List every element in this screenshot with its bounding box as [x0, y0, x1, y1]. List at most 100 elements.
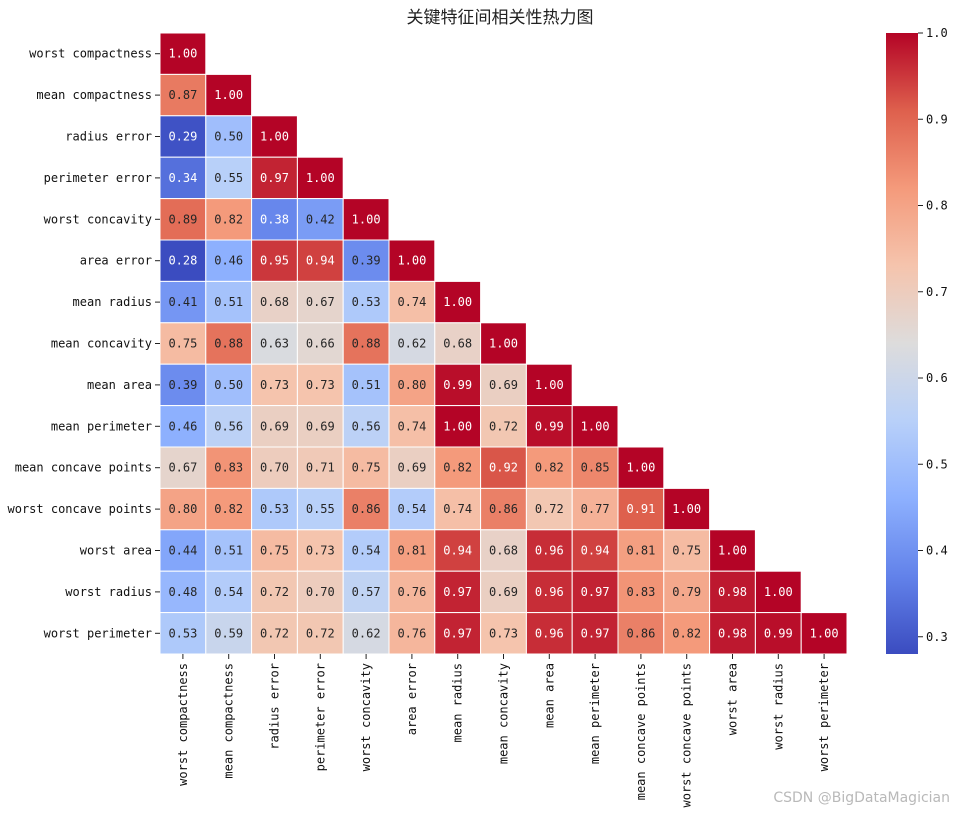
cell-value-label: 0.53	[352, 295, 381, 309]
cell-value-label: 0.82	[672, 626, 701, 640]
heatmap-cell	[525, 405, 573, 448]
y-tick-label: mean radius	[73, 295, 152, 309]
heatmap-cell	[617, 446, 665, 489]
heatmap-cell	[663, 487, 711, 531]
heatmap-cell	[525, 446, 573, 489]
cell-value-label: 0.80	[397, 378, 426, 392]
heatmap-cell	[709, 570, 756, 614]
heatmap-cell	[205, 239, 253, 282]
cell-value-label: 0.72	[306, 626, 335, 640]
cell-value-label: 0.77	[581, 502, 610, 516]
heatmap-cell	[480, 405, 527, 448]
heatmap-cell	[159, 446, 207, 489]
cell-value-label: 0.94	[581, 544, 610, 558]
colorbar-tick-label: 0.5	[926, 457, 948, 471]
cell-value-label: 0.76	[397, 585, 426, 599]
cell-value-label: 0.39	[168, 378, 197, 392]
heatmap-cell	[251, 363, 298, 407]
heatmap-cell	[388, 570, 436, 614]
cell-value-label: 0.73	[489, 626, 518, 640]
cell-value-label: 0.38	[260, 212, 289, 226]
colorbar-tick-label: 0.3	[926, 630, 948, 644]
heatmap-cell	[296, 239, 344, 282]
heatmap-cell	[571, 529, 619, 572]
cell-value-label: 0.96	[535, 626, 564, 640]
y-tick-label: radius error	[65, 130, 152, 144]
x-tick-label: mean concavity	[497, 663, 511, 764]
cell-value-label: 0.97	[260, 171, 289, 185]
y-tick-label: mean concavity	[51, 337, 152, 351]
cell-value-label: 0.51	[352, 378, 381, 392]
cell-value-label: 1.00	[352, 212, 381, 226]
cell-value-label: 0.76	[397, 626, 426, 640]
cell-value-label: 0.41	[168, 295, 197, 309]
cell-value-label: 0.62	[352, 626, 381, 640]
cell-value-label: 0.74	[397, 419, 426, 433]
heatmap-cell	[525, 529, 573, 572]
colorbar-tick-label: 0.8	[926, 199, 948, 213]
heatmap-cell	[571, 405, 619, 448]
cell-value-label: 1.00	[489, 337, 518, 351]
cell-value-label: 0.86	[626, 626, 655, 640]
cell-value-label: 0.50	[214, 130, 243, 144]
y-tick-label: worst concavity	[44, 212, 152, 226]
cell-value-label: 0.88	[352, 337, 381, 351]
y-tick-label: mean compactness	[36, 88, 152, 102]
cell-value-label: 0.68	[260, 295, 289, 309]
heatmap-cell	[205, 612, 253, 655]
cell-value-label: 0.85	[581, 461, 610, 475]
cell-value-label: 0.71	[306, 461, 335, 475]
x-tick-label: worst radius	[771, 663, 785, 750]
cell-value-label: 0.62	[397, 337, 426, 351]
heatmap-cell	[159, 487, 207, 531]
cell-value-label: 0.57	[352, 585, 381, 599]
heatmap-cell	[159, 73, 207, 117]
heatmap-cell	[388, 363, 436, 407]
heatmap-cell	[388, 239, 436, 282]
heatmap-cell	[296, 570, 344, 614]
cell-value-label: 0.28	[168, 254, 197, 268]
cell-value-label: 0.97	[443, 585, 472, 599]
heatmap-cell	[525, 487, 573, 531]
cell-value-label: 0.70	[306, 585, 335, 599]
cell-value-label: 0.74	[443, 502, 472, 516]
cell-value-label: 0.75	[672, 544, 701, 558]
heatmap-cell	[296, 363, 344, 407]
heatmap-cell	[434, 570, 482, 614]
heatmap-cell	[663, 570, 711, 614]
heatmap-cell	[434, 280, 482, 324]
x-tick-label: worst perimeter	[817, 663, 831, 771]
heatmap-cell	[296, 156, 344, 200]
cell-value-label: 1.00	[443, 419, 472, 433]
y-tick-label: mean perimeter	[51, 419, 152, 433]
heatmap-cell	[388, 487, 436, 531]
heatmap-cell	[480, 570, 527, 614]
colorbar-tick-label: 0.6	[926, 371, 948, 385]
colorbar: 0.3 0.4 0.5 0.6 0.7 0.8 0.9 1.0	[886, 26, 948, 654]
cell-value-label: 0.72	[260, 626, 289, 640]
cell-value-label: 0.83	[626, 585, 655, 599]
heatmap-cell	[296, 198, 344, 241]
cell-value-label: 0.92	[489, 461, 518, 475]
cell-value-label: 0.53	[260, 502, 289, 516]
heatmap-cell	[251, 239, 298, 282]
cell-value-label: 0.99	[443, 378, 472, 392]
heatmap-cell	[205, 487, 253, 531]
cell-value-label: 0.87	[168, 88, 197, 102]
cell-value-label: 0.73	[306, 544, 335, 558]
cell-value-label: 0.88	[214, 337, 243, 351]
cell-value-label: 0.54	[397, 502, 426, 516]
heatmap-cell	[159, 280, 207, 324]
cell-value-label: 0.79	[672, 585, 701, 599]
heatmap-cell	[571, 612, 619, 655]
cell-value-label: 1.00	[672, 502, 701, 516]
heatmap-cell	[525, 363, 573, 407]
heatmap-cell	[251, 529, 298, 572]
cell-value-label: 0.34	[168, 171, 197, 185]
cell-value-label: 0.69	[306, 419, 335, 433]
cell-value-label: 0.54	[352, 544, 381, 558]
heatmap-cell	[205, 156, 253, 200]
heatmap-cell	[388, 280, 436, 324]
cell-value-label: 0.69	[260, 419, 289, 433]
